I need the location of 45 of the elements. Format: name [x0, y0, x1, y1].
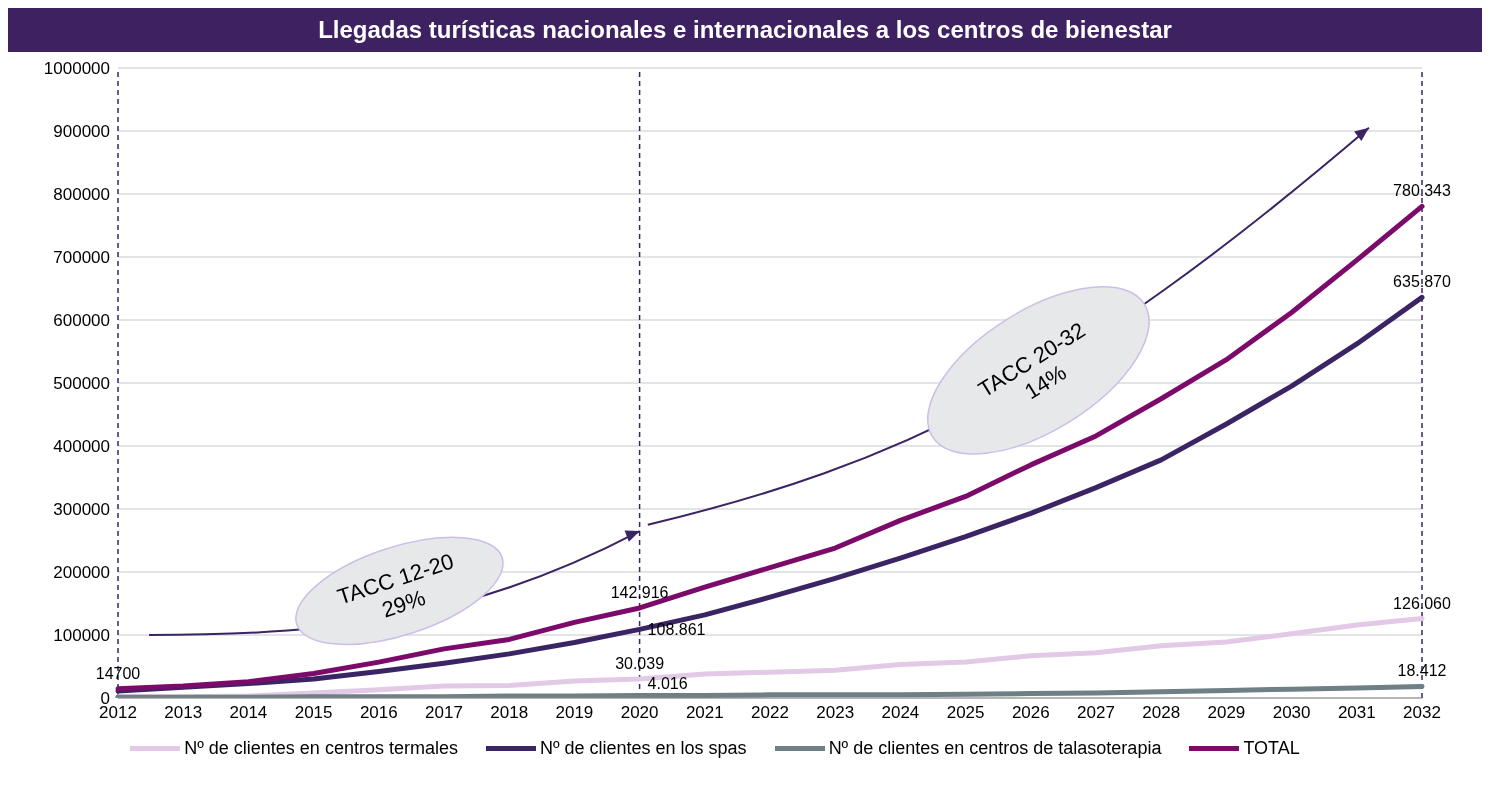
chart-title: Llegadas turísticas nacionales e internacionales a los centros de bienestar — [8, 8, 1482, 52]
x-tick-label: 2031 — [1337, 703, 1376, 723]
x-tick-label: 2032 — [1403, 703, 1441, 723]
data-label: 108.861 — [647, 621, 706, 639]
legend-label: Nº de clientes en centros de talasoterapia — [827, 738, 1162, 759]
data-label: 126.060 — [1393, 594, 1452, 612]
data-label: 30.039 — [615, 655, 665, 673]
x-tick-label: 2021 — [685, 703, 724, 723]
y-tick-label: 800000 — [53, 185, 110, 205]
y-tick-label: 1000000 — [43, 59, 110, 79]
x-tick-label: 2014 — [229, 703, 268, 723]
x-tick-label: 2023 — [816, 703, 855, 723]
y-tick-label: 100000 — [53, 626, 110, 646]
y-tick-label: 500000 — [53, 374, 110, 394]
data-label: 780.343 — [1393, 182, 1452, 200]
legend-label: Nº de clientes en centros termales — [183, 738, 458, 759]
y-tick-label: 300000 — [53, 500, 110, 520]
x-tick-label: 2027 — [1077, 703, 1115, 723]
x-tick-label: 2018 — [490, 703, 529, 723]
annotation: TACC 12-20 29% — [334, 548, 457, 623]
x-tick-label: 2022 — [751, 703, 789, 723]
y-tick-label: 600000 — [53, 311, 110, 331]
x-tick-label: 2030 — [1272, 703, 1311, 723]
data-label: 142.916 — [610, 583, 669, 601]
x-tick-label: 2025 — [946, 703, 985, 723]
x-tick-label: 2020 — [620, 703, 659, 723]
x-tick-label: 2024 — [881, 703, 920, 723]
y-tick-label: 200000 — [53, 563, 110, 583]
x-tick-label: 2013 — [164, 703, 203, 723]
data-label: 4.016 — [647, 675, 688, 693]
x-tick-label: 2015 — [294, 703, 333, 723]
legend-label: TOTAL — [1242, 738, 1300, 759]
x-tick-label: 2029 — [1207, 703, 1246, 723]
x-tick-label: 2017 — [425, 703, 463, 723]
data-label: 635.870 — [1393, 273, 1452, 291]
x-tick-label: 2026 — [1011, 703, 1050, 723]
data-label: 18.412 — [1397, 662, 1447, 680]
y-tick-label: 400000 — [53, 437, 110, 457]
x-tick-label: 2016 — [359, 703, 398, 723]
y-tick-label: 900000 — [53, 122, 110, 142]
x-tick-label: 2019 — [555, 703, 594, 723]
legend-label: Nº de clientes en los spas — [538, 738, 747, 759]
y-tick-label: 700000 — [53, 248, 110, 268]
x-tick-label: 2028 — [1142, 703, 1181, 723]
data-label: 14700 — [95, 664, 141, 682]
